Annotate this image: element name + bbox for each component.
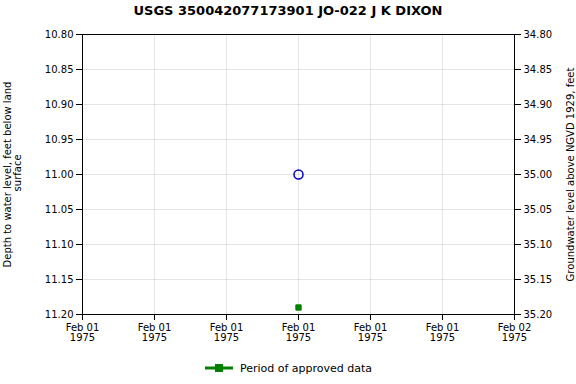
svg-text:35.05: 35.05 xyxy=(524,204,553,215)
html-text:Period of approved data: Period of approved data xyxy=(239,361,373,375)
svg-text:35.10: 35.10 xyxy=(524,239,553,250)
svg-text:Depth to water level, feet bel: Depth to water level, feet below land su… xyxy=(2,82,23,268)
svg-text:Groundwater level above NGVD 1: Groundwater level above NGVD 1929, feet xyxy=(565,68,576,282)
svg-text:11.15: 11.15 xyxy=(45,274,74,285)
svg-text:Feb 011975: Feb 011975 xyxy=(282,322,316,343)
svg-text:34.95: 34.95 xyxy=(524,134,553,145)
svg-text:11.20: 11.20 xyxy=(45,309,74,320)
svg-text:34.80: 34.80 xyxy=(524,29,553,40)
svg-text:35.15: 35.15 xyxy=(524,274,553,285)
svg-text:10.85: 10.85 xyxy=(45,64,74,75)
svg-text:10.90: 10.90 xyxy=(45,99,74,110)
svg-text:35.00: 35.00 xyxy=(524,169,553,180)
svg-text:34.90: 34.90 xyxy=(524,99,553,110)
svg-text:10.95: 10.95 xyxy=(45,134,74,145)
svg-text:35.20: 35.20 xyxy=(524,309,553,320)
svg-text:10.80: 10.80 xyxy=(45,29,74,40)
svg-text:11.00: 11.00 xyxy=(45,169,74,180)
svg-text:Feb 021975: Feb 021975 xyxy=(498,322,532,343)
svg-text:Feb 011975: Feb 011975 xyxy=(210,322,244,343)
html-text:USGS 350042077173901 JO-022 J: USGS 350042077173901 JO-022 J K DIXON xyxy=(133,3,443,18)
svg-text:11.05: 11.05 xyxy=(45,204,74,215)
svg-text:34.85: 34.85 xyxy=(524,64,553,75)
svg-text:Feb 011975: Feb 011975 xyxy=(66,322,100,343)
svg-text:11.10: 11.10 xyxy=(45,239,74,250)
svg-text:Feb 011975: Feb 011975 xyxy=(354,322,388,343)
svg-text:Feb 011975: Feb 011975 xyxy=(138,322,172,343)
svg-text:Feb 011975: Feb 011975 xyxy=(426,322,460,343)
